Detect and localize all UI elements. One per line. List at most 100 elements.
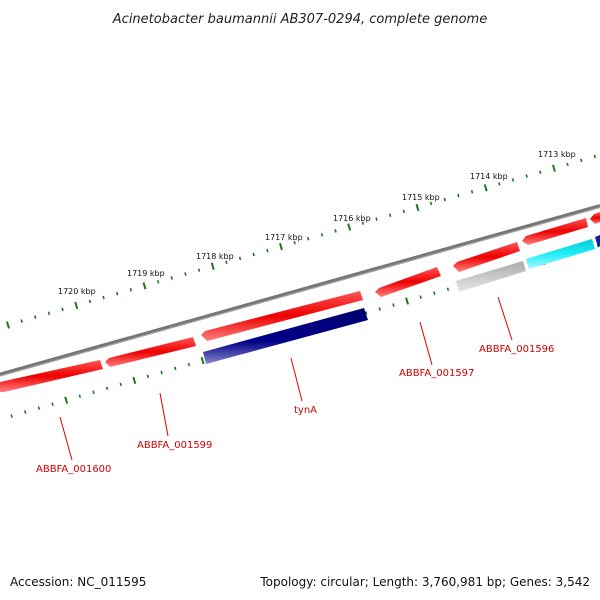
kbp-label: 1715 kbp	[402, 193, 440, 202]
gene-label-leader	[59, 416, 73, 461]
minor-tick	[580, 158, 583, 163]
map-title: Acinetobacter baumannii AB307-0294, comp…	[112, 12, 487, 27]
gene-arrow-forward[interactable]	[105, 337, 196, 367]
minor-tick	[238, 256, 242, 261]
gene-label[interactable]: tynA	[294, 405, 317, 416]
minor-tick	[24, 410, 27, 414]
major-tick	[347, 223, 352, 231]
minor-tick	[34, 315, 37, 319]
minor-tick	[252, 252, 255, 257]
topology-summary: Topology: circular; Length: 3,760,981 bp…	[259, 575, 590, 589]
minor-tick	[392, 303, 395, 307]
major-tick	[483, 184, 488, 192]
minor-tick	[307, 236, 310, 241]
minor-tick	[92, 390, 95, 395]
gene-arrow-reverse[interactable]	[526, 239, 595, 269]
minor-tick	[197, 268, 201, 272]
major-tick	[200, 356, 205, 365]
minor-tick	[129, 287, 133, 292]
major-tick	[210, 262, 215, 270]
minor-tick	[334, 229, 337, 233]
minor-tick	[115, 291, 119, 296]
minor-tick	[511, 178, 515, 182]
minor-tick	[88, 299, 92, 304]
outer-tick-track	[6, 154, 597, 329]
minor-tick	[429, 201, 433, 206]
gene-label[interactable]: ABBFA_001596	[479, 344, 554, 355]
minor-tick	[78, 394, 82, 399]
kbp-label: 1717 kbp	[265, 233, 303, 242]
minor-tick	[433, 291, 436, 295]
minor-tick	[146, 374, 150, 379]
minor-tick	[378, 307, 381, 311]
minor-tick	[388, 213, 392, 218]
gene-label[interactable]: ABBFA_001597	[399, 368, 474, 379]
minor-tick	[402, 209, 405, 214]
minor-tick	[293, 240, 296, 245]
minor-tick	[170, 276, 173, 280]
gene-arrow-forward[interactable]	[375, 267, 441, 297]
minor-tick	[539, 170, 542, 174]
kbp-label: 1719 kbp	[127, 269, 165, 278]
major-tick	[405, 297, 409, 305]
genome-backbone	[0, 204, 600, 377]
minor-tick	[47, 311, 51, 316]
major-tick	[6, 321, 10, 329]
major-tick	[132, 376, 137, 384]
minor-tick	[174, 366, 177, 371]
minor-tick	[419, 295, 422, 299]
minor-tick	[446, 287, 450, 291]
gene-label[interactable]: ABBFA_001599	[137, 440, 212, 451]
minor-tick	[443, 197, 446, 202]
kbp-label: 1713 kbp	[538, 150, 576, 159]
minor-tick	[51, 402, 54, 406]
minor-tick	[10, 414, 13, 418]
kbp-label: 1720 kbp	[58, 287, 96, 296]
gene-arrow-reverse[interactable]	[595, 235, 600, 247]
minor-tick	[225, 260, 228, 265]
minor-tick	[20, 319, 23, 323]
gene-label[interactable]: ABBFA_001600	[36, 464, 111, 475]
minor-tick	[364, 311, 368, 315]
major-tick	[142, 282, 147, 290]
minor-tick	[105, 386, 109, 391]
minor-tick	[102, 295, 105, 300]
gene-arrow-forward[interactable]	[522, 218, 588, 245]
minor-tick	[156, 280, 160, 284]
major-tick	[552, 164, 556, 172]
minor-tick	[187, 362, 191, 367]
minor-tick	[119, 382, 122, 387]
minor-tick	[266, 248, 269, 253]
minor-tick	[320, 233, 324, 237]
major-tick	[64, 396, 69, 404]
gene-arrow-forward[interactable]	[590, 212, 600, 224]
gene-label-leader	[290, 357, 303, 402]
kbp-label: 1716 kbp	[333, 214, 371, 223]
minor-tick	[566, 162, 569, 167]
gene-label-leader	[497, 296, 513, 341]
minor-tick	[375, 217, 378, 221]
gene-arrow-forward[interactable]	[0, 360, 103, 392]
kbp-label: 1718 kbp	[196, 252, 234, 261]
accession-text: Accession: NC_011595	[10, 575, 146, 589]
gene-tyna[interactable]	[203, 308, 368, 364]
gene-arrow-forward[interactable]	[201, 291, 363, 341]
major-tick	[74, 301, 79, 310]
major-tick	[279, 242, 283, 251]
gene-label-leader	[419, 321, 433, 366]
minor-tick	[361, 221, 365, 225]
gene-arrow-reverse[interactable]	[456, 261, 526, 292]
kbp-label: 1714 kbp	[470, 172, 508, 181]
gene-label-leader	[159, 392, 169, 437]
minor-tick	[525, 174, 528, 178]
minor-tick	[160, 370, 163, 375]
gene-arrow-forward[interactable]	[453, 242, 520, 272]
minor-tick	[498, 182, 501, 186]
minor-tick	[470, 189, 474, 194]
minor-tick	[61, 307, 64, 312]
major-tick	[415, 203, 420, 212]
minor-tick	[593, 154, 597, 159]
minor-tick	[184, 272, 187, 276]
minor-tick	[37, 406, 41, 410]
